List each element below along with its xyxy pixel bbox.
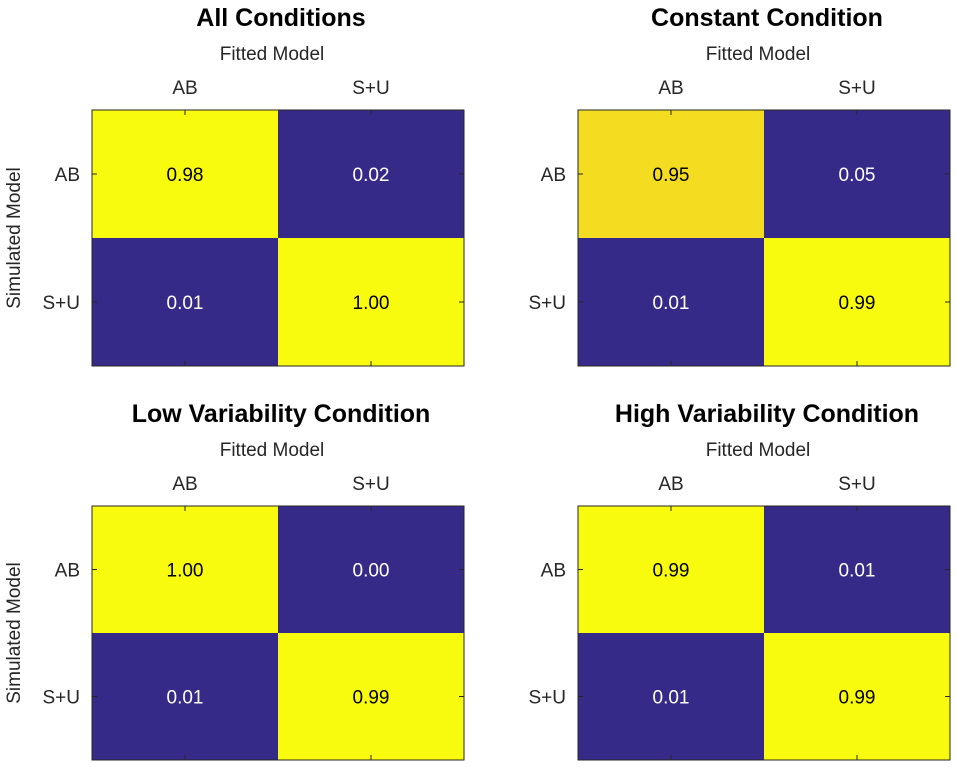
heatmap-cell xyxy=(578,506,764,633)
cell-value-label: 0.01 xyxy=(839,561,876,582)
x-tick-label: AB xyxy=(658,78,683,99)
heatmap-panel-3: Low Variability Condition Fitted Model Sim… xyxy=(4,400,465,761)
x-tick-label: AB xyxy=(658,474,683,495)
cell-value-label: 0.95 xyxy=(653,165,690,186)
x-axis-label: Fitted Model xyxy=(220,440,325,461)
heatmap-panel-2: Constant Condition Fitted Model 0.95 0.05 0.… xyxy=(529,4,951,367)
heatmap-cell xyxy=(92,633,278,760)
panel-title: All Conditions xyxy=(196,4,365,32)
heatmap-cell xyxy=(278,110,464,238)
y-tick-label: S+U xyxy=(43,293,81,314)
x-tick-label: S+U xyxy=(352,78,390,99)
panel-title: High Variability Condition xyxy=(615,400,919,428)
cell-value-label: 0.05 xyxy=(839,165,876,186)
heatmap-cell xyxy=(92,110,278,238)
y-tick-label: S+U xyxy=(43,688,81,709)
x-tick-label: AB xyxy=(172,78,197,99)
x-tick-label: AB xyxy=(172,474,197,495)
heatmap-cell xyxy=(764,633,950,760)
x-tick-label: S+U xyxy=(352,474,390,495)
x-tick-label: S+U xyxy=(838,474,876,495)
y-axis-label: Simulated Model xyxy=(4,167,25,309)
y-axis-label: Simulated Model xyxy=(4,562,25,704)
plot-frame xyxy=(577,505,951,761)
plot-frame xyxy=(91,109,465,367)
y-tick-label: AB xyxy=(541,561,566,582)
heatmap-cell xyxy=(278,506,464,633)
heatmap-cell xyxy=(764,506,950,633)
cell-value-label: 0.02 xyxy=(353,165,390,186)
cell-value-label: 0.01 xyxy=(653,293,690,314)
cell-value-label: 1.00 xyxy=(167,561,204,582)
cell-value-label: 0.99 xyxy=(839,688,876,709)
heatmap-panel-4: High Variability Condition Fitted Model 0.… xyxy=(529,400,951,761)
x-axis-label: Fitted Model xyxy=(706,44,811,65)
cell-value-label: 0.99 xyxy=(653,561,690,582)
cell-value-label: 0.99 xyxy=(839,293,876,314)
heatmap-cell xyxy=(578,238,764,366)
x-tick-label: S+U xyxy=(838,78,876,99)
y-tick-label: AB xyxy=(541,165,566,186)
cell-value-label: 0.01 xyxy=(167,688,204,709)
cell-value-label: 0.98 xyxy=(167,165,204,186)
cell-value-label: 0.01 xyxy=(653,688,690,709)
y-tick-label: AB xyxy=(55,165,80,186)
heatmap-cell xyxy=(278,238,464,366)
plot-frame xyxy=(91,505,465,761)
panel-title: Low Variability Condition xyxy=(132,400,431,428)
heatmap-cell xyxy=(578,110,764,238)
heatmap-cell xyxy=(764,110,950,238)
y-tick-label: S+U xyxy=(529,688,567,709)
cell-value-label: 1.00 xyxy=(353,293,390,314)
x-axis-label: Fitted Model xyxy=(706,440,811,461)
heatmap-cell xyxy=(278,633,464,760)
cell-value-label: 0.01 xyxy=(167,293,204,314)
heatmap-panel-1: All Conditions Fitted Model Simulated Mode… xyxy=(4,4,465,367)
panel-title: Constant Condition xyxy=(651,4,883,32)
plot-frame xyxy=(577,109,951,367)
y-tick-label: S+U xyxy=(529,293,567,314)
y-tick-label: AB xyxy=(55,561,80,582)
cell-value-label: 0.99 xyxy=(353,688,390,709)
heatmap-cell xyxy=(92,506,278,633)
heatmap-cell xyxy=(92,238,278,366)
x-axis-label: Fitted Model xyxy=(220,44,325,65)
heatmap-cell xyxy=(764,238,950,366)
heatmap-cell xyxy=(578,633,764,760)
cell-value-label: 0.00 xyxy=(353,561,390,582)
